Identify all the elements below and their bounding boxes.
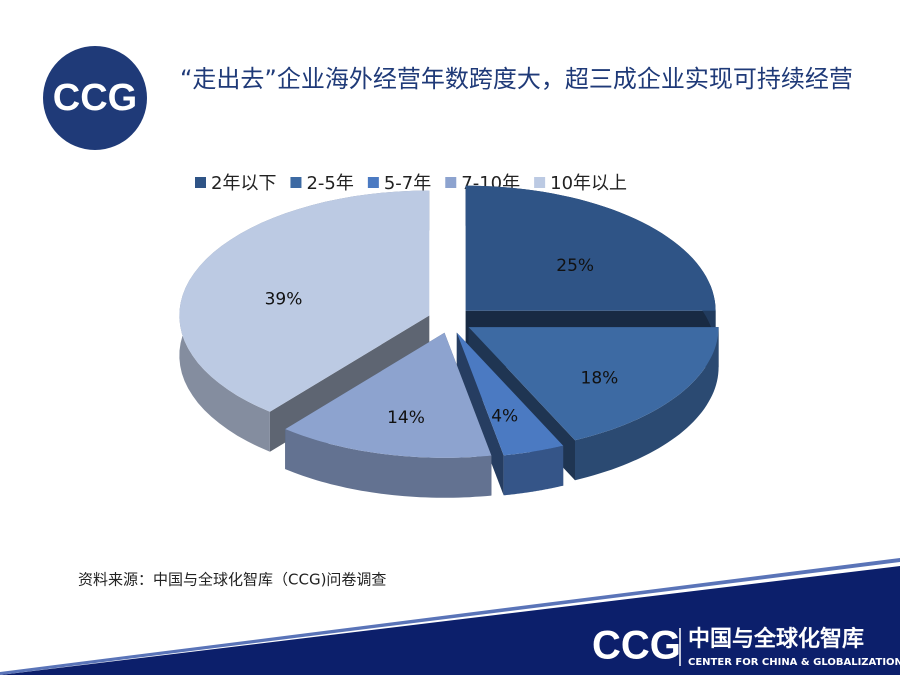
logo-text: CCG — [53, 77, 137, 119]
footer-logo: CCG — [592, 624, 681, 668]
footer-band — [0, 566, 900, 675]
slice-side — [503, 445, 564, 496]
slice — [285, 332, 492, 458]
slice — [179, 190, 430, 412]
legend-label: 2年以下 — [211, 173, 276, 194]
slice-side — [456, 332, 504, 496]
value-label: 18% — [581, 369, 619, 389]
footer-line — [0, 558, 900, 675]
source: 资料来源：中国与全球化智库（CCG)问卷调查 — [78, 571, 386, 589]
legend-swatch — [367, 177, 379, 188]
value-label: 39% — [265, 289, 303, 309]
title-box: “走出去”企业海外经营年数跨度大，超三成企业实现可持续经营 — [180, 65, 853, 93]
value-label: 4% — [491, 406, 518, 426]
value-label: 25% — [556, 256, 594, 276]
legend-swatch — [290, 177, 302, 188]
pie: 25% 39% 18% 4% 14% — [179, 185, 719, 498]
value-label: 14% — [387, 408, 425, 428]
slice — [465, 185, 716, 311]
chart-title: “走出去”企业海外经营年数跨度大，超三成企业实现可持续经营 — [180, 65, 853, 93]
legend-label: 2-5年 — [306, 173, 353, 194]
legend-swatch — [445, 177, 457, 188]
slice-side — [285, 429, 492, 498]
slice — [456, 332, 564, 456]
logo-circle — [43, 46, 147, 150]
slice — [468, 327, 719, 441]
footer-english: CENTER FOR CHINA & GLOBALIZATION — [688, 657, 900, 668]
legend-swatch — [534, 177, 546, 188]
legend-label: 10年以上 — [550, 173, 627, 194]
legend-swatch — [195, 177, 206, 188]
footer-name: 中国与全球化智库 — [688, 626, 864, 652]
legend: 2年以下 2-5年 5-7年 7-10年 10年以上 — [195, 173, 627, 194]
slice-side — [575, 327, 719, 481]
legend-label: 5-7年 — [384, 173, 431, 194]
